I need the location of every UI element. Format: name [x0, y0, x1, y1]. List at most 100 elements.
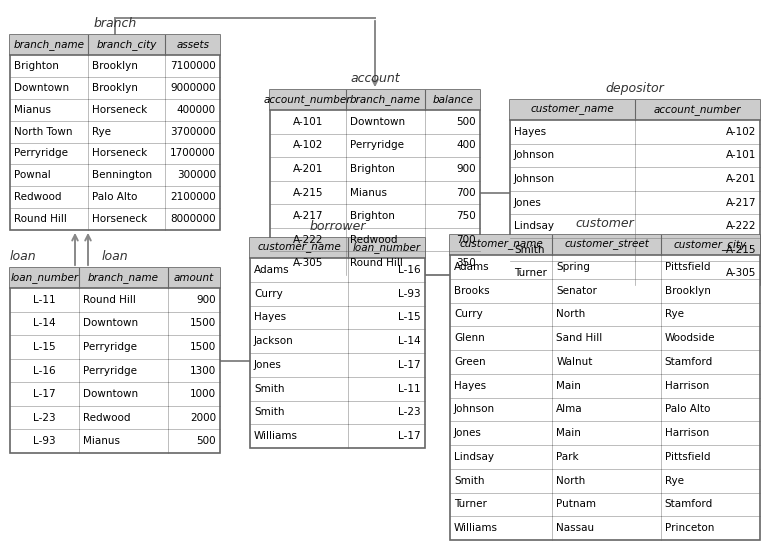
Text: A-201: A-201 — [725, 174, 756, 184]
Text: Putnam: Putnam — [556, 500, 596, 509]
Text: branch_name: branch_name — [88, 273, 159, 284]
Text: Perryridge: Perryridge — [83, 365, 137, 375]
Text: Hayes: Hayes — [514, 127, 546, 137]
Text: 9000000: 9000000 — [170, 83, 216, 93]
Text: customer_street: customer_street — [564, 240, 649, 250]
Text: Lindsay: Lindsay — [454, 452, 494, 462]
Text: Jones: Jones — [454, 428, 482, 438]
Text: 750: 750 — [457, 211, 476, 221]
Text: Round Hill: Round Hill — [14, 214, 67, 224]
Bar — [250, 238, 425, 258]
Text: L-16: L-16 — [398, 265, 421, 275]
Text: Williams: Williams — [254, 431, 298, 441]
Text: Rye: Rye — [665, 476, 684, 486]
Text: Walnut: Walnut — [556, 357, 593, 367]
Text: branch_name: branch_name — [350, 94, 421, 105]
Text: 300000: 300000 — [177, 171, 216, 181]
Text: Downtown: Downtown — [83, 389, 139, 399]
Text: account_number: account_number — [654, 104, 742, 115]
Bar — [10, 35, 220, 230]
Text: 1700000: 1700000 — [170, 148, 216, 158]
Text: Jones: Jones — [254, 360, 282, 370]
Text: Redwood: Redwood — [83, 413, 131, 423]
Text: Harrison: Harrison — [665, 428, 709, 438]
Text: L-93: L-93 — [398, 289, 421, 299]
Text: Curry: Curry — [454, 309, 483, 320]
Text: 2100000: 2100000 — [170, 192, 216, 202]
Text: Horseneck: Horseneck — [92, 105, 147, 115]
Text: balance: balance — [432, 95, 474, 105]
Text: customer_name: customer_name — [531, 105, 614, 115]
Text: Horseneck: Horseneck — [92, 148, 147, 158]
Bar — [510, 100, 760, 120]
Text: Glenn: Glenn — [454, 333, 485, 343]
Text: Mianus: Mianus — [350, 188, 387, 198]
Text: L-15: L-15 — [33, 342, 56, 352]
Text: Pittsfield: Pittsfield — [665, 262, 710, 272]
Text: Downtown: Downtown — [350, 117, 405, 127]
Text: account_number: account_number — [264, 94, 352, 105]
Text: loan_number: loan_number — [353, 242, 420, 253]
Text: Brooklyn: Brooklyn — [92, 83, 138, 93]
Text: L-14: L-14 — [398, 336, 421, 346]
Text: Redwood: Redwood — [350, 235, 397, 245]
Text: A-305: A-305 — [293, 258, 323, 268]
Text: Round Hill: Round Hill — [350, 258, 403, 268]
Text: Horseneck: Horseneck — [92, 214, 147, 224]
Text: A-102: A-102 — [725, 127, 756, 137]
Text: A-305: A-305 — [725, 268, 756, 278]
Text: Princeton: Princeton — [665, 523, 715, 533]
Text: Adams: Adams — [254, 265, 290, 275]
Text: A-215: A-215 — [293, 188, 323, 198]
Bar — [10, 268, 220, 453]
Text: Curry: Curry — [254, 289, 283, 299]
Text: Redwood: Redwood — [14, 192, 62, 202]
Bar — [510, 100, 760, 285]
Text: 900: 900 — [196, 295, 216, 305]
Text: Lindsay: Lindsay — [514, 221, 554, 231]
Text: Jones: Jones — [514, 198, 542, 208]
Text: L-14: L-14 — [33, 319, 56, 328]
Text: Park: Park — [556, 452, 579, 462]
Text: 3700000: 3700000 — [170, 126, 216, 136]
Text: Brooklyn: Brooklyn — [92, 61, 138, 71]
Text: Downtown: Downtown — [14, 83, 69, 93]
Text: L-16: L-16 — [33, 365, 56, 375]
Bar — [10, 35, 220, 55]
Text: Hayes: Hayes — [454, 381, 486, 391]
Text: Rye: Rye — [665, 309, 684, 320]
Text: North: North — [556, 476, 585, 486]
Text: Pittsfield: Pittsfield — [665, 452, 710, 462]
Bar — [450, 235, 760, 540]
Text: Sand Hill: Sand Hill — [556, 333, 603, 343]
Text: Stamford: Stamford — [665, 500, 713, 509]
Text: A-201: A-201 — [293, 164, 323, 174]
Text: Spring: Spring — [556, 262, 590, 272]
Text: L-23: L-23 — [33, 413, 56, 423]
Text: A-102: A-102 — [293, 140, 323, 150]
Text: Perryridge: Perryridge — [350, 140, 403, 150]
Text: L-23: L-23 — [398, 407, 421, 417]
Text: Smith: Smith — [514, 245, 544, 254]
Text: Stamford: Stamford — [665, 357, 713, 367]
Text: Main: Main — [556, 381, 581, 391]
Text: 1500: 1500 — [189, 342, 216, 352]
Text: Palo Alto: Palo Alto — [665, 405, 710, 415]
Text: L-17: L-17 — [398, 431, 421, 441]
Bar — [10, 268, 220, 288]
Text: customer: customer — [576, 217, 634, 230]
Text: account: account — [350, 72, 400, 85]
Text: loan: loan — [10, 250, 37, 263]
Text: Perryridge: Perryridge — [83, 342, 137, 352]
Text: Smith: Smith — [254, 384, 284, 394]
Bar — [450, 235, 760, 255]
Bar — [270, 90, 480, 110]
Text: Williams: Williams — [454, 523, 498, 533]
Text: depositor: depositor — [606, 82, 665, 95]
Text: 1500: 1500 — [189, 319, 216, 328]
Text: Brooks: Brooks — [454, 285, 490, 296]
Text: 900: 900 — [457, 164, 476, 174]
Bar — [250, 238, 425, 448]
Text: Adams: Adams — [454, 262, 490, 272]
Text: Alma: Alma — [556, 405, 583, 415]
